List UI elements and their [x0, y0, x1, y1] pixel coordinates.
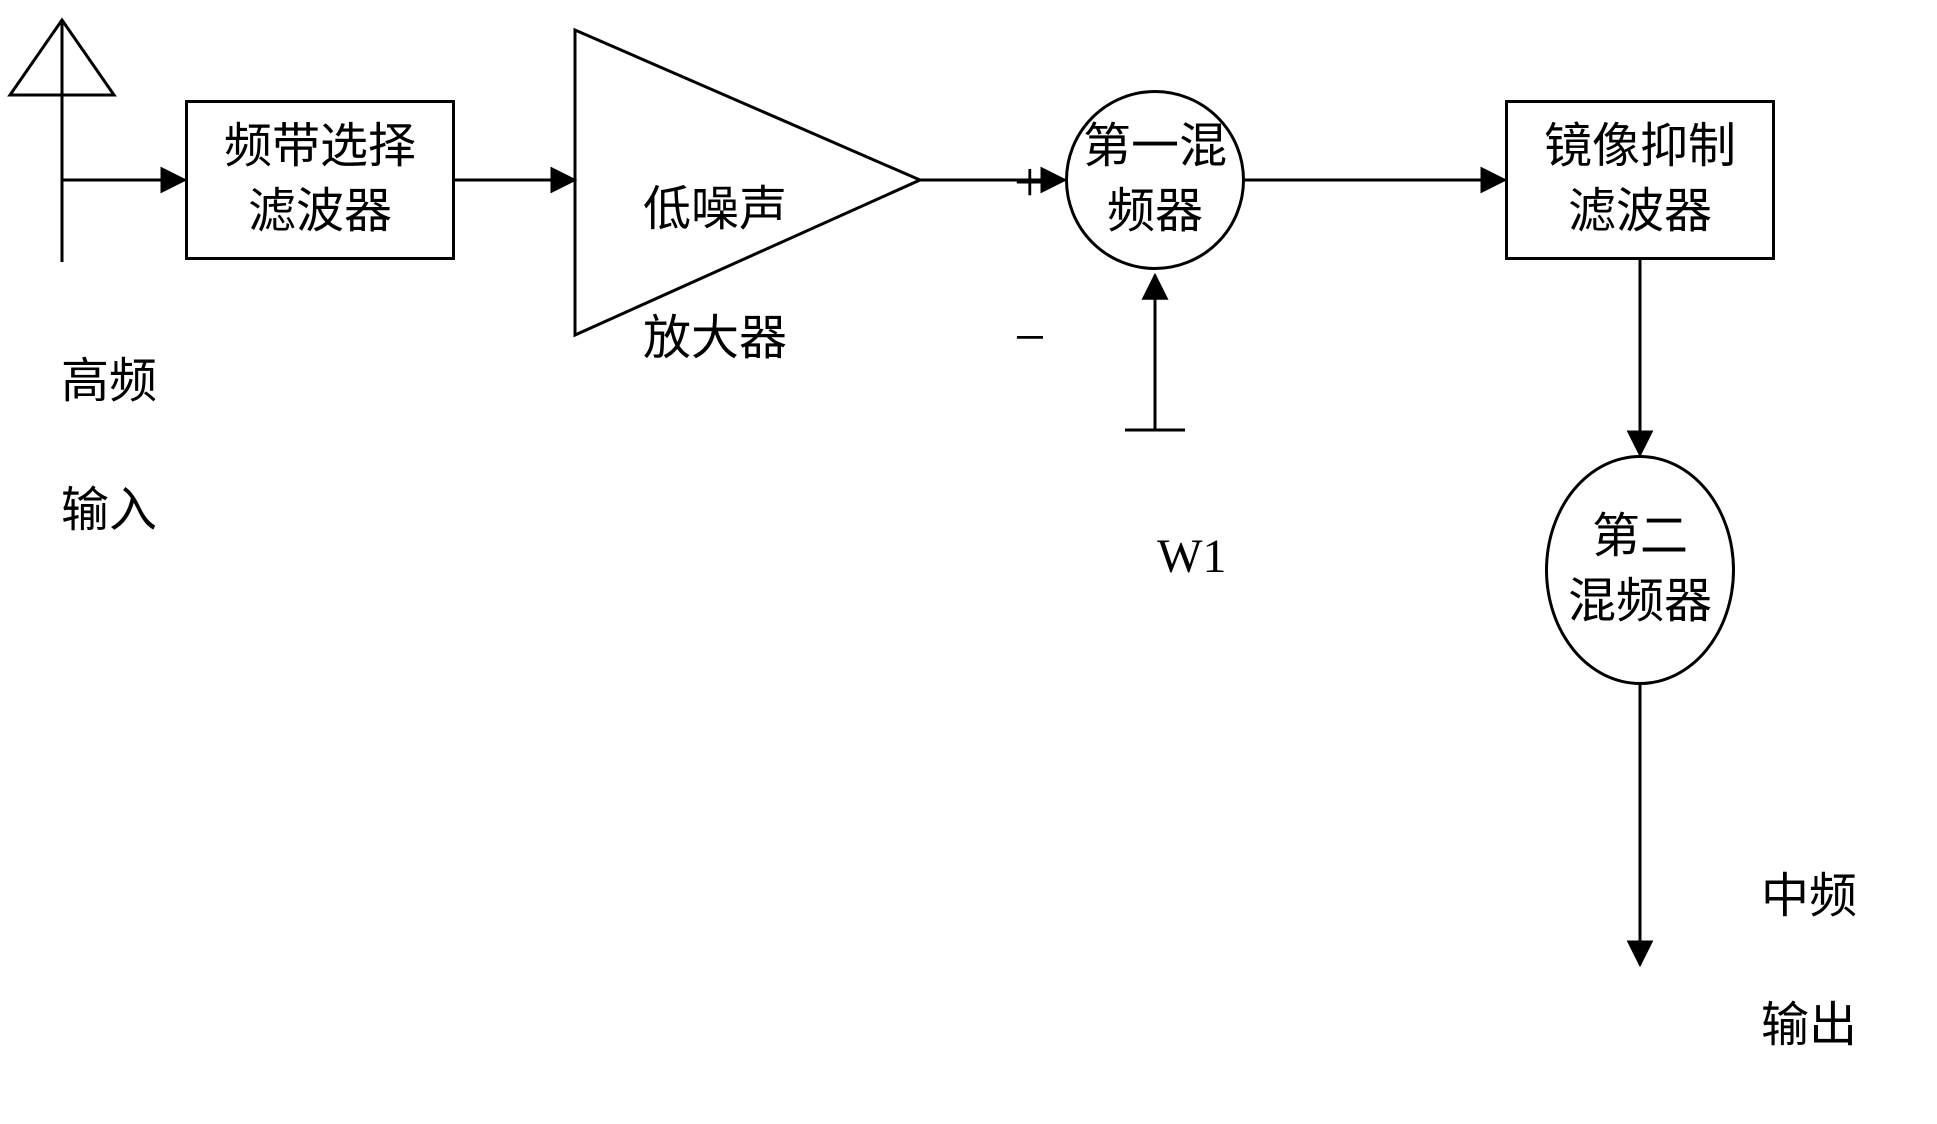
plus-text: +	[1014, 152, 1046, 214]
rf-input-l1: 高频	[61, 355, 157, 408]
if-output-l2: 输出	[1761, 999, 1857, 1052]
lna-label-l2: 放大器	[643, 312, 787, 365]
mixer1-label-l1: 第一混	[1083, 120, 1227, 173]
band-filter-label-l1: 频带选择	[224, 120, 416, 173]
rf-input-label: 高频 输入	[13, 285, 157, 609]
band-select-filter-block: 频带选择 滤波器	[185, 100, 455, 260]
mixer2-label-l1: 第二	[1592, 510, 1688, 563]
minus-sign-label: −	[958, 225, 1046, 452]
lna-label-l1: 低噪声	[643, 183, 787, 236]
antenna-icon	[10, 20, 114, 262]
band-filter-label-l2: 滤波器	[248, 185, 392, 238]
mixer-2-block: 第二 混频器	[1545, 455, 1735, 685]
w1-text: W1	[1157, 530, 1226, 583]
minus-text: −	[1014, 307, 1046, 369]
image-reject-filter-block: 镜像抑制 滤波器	[1505, 100, 1775, 260]
image-filter-label-l1: 镜像抑制	[1544, 120, 1736, 173]
mixer1-label-l2: 频器	[1107, 185, 1203, 238]
diagram-canvas: 频带选择 滤波器 低噪声 放大器 第一混 频器 镜像抑制 滤波器 第二 混频器 …	[0, 0, 1937, 1022]
rf-input-l2: 输入	[61, 484, 157, 537]
if-output-label: 中频 输出	[1713, 800, 1857, 1124]
image-filter-label-l2: 滤波器	[1568, 185, 1712, 238]
mixer-1-block: 第一混 频器	[1065, 90, 1245, 270]
lna-label: 低噪声 放大器	[595, 113, 787, 437]
mixer2-label-l2: 混频器	[1568, 575, 1712, 628]
if-output-l1: 中频	[1761, 870, 1857, 923]
w1-label: W1	[1110, 460, 1226, 654]
